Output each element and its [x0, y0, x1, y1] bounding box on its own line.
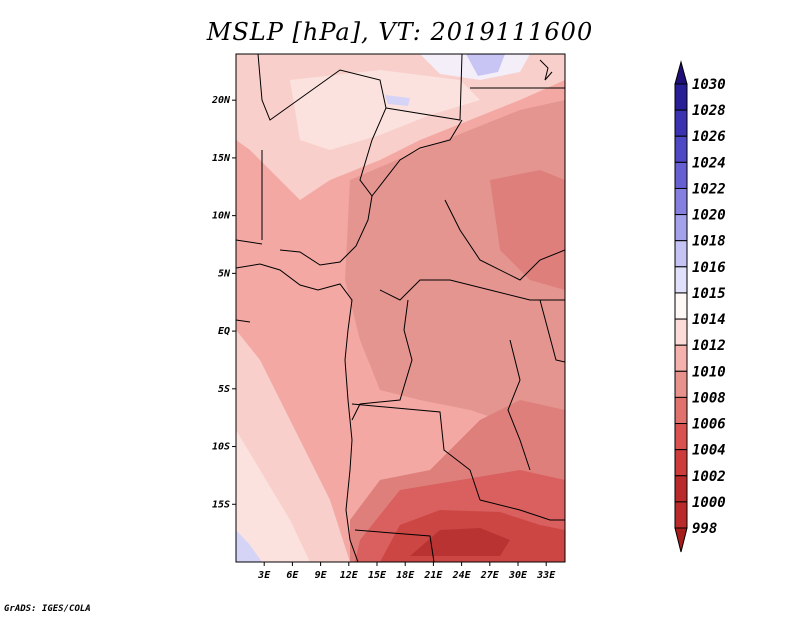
lat-tick-label: 5S	[218, 384, 230, 395]
colorbar: 1030 1028 1026 1024 1022 1020 1018 1016 1015 1014…	[674, 60, 726, 553]
colorbar-label: 1018	[692, 234, 726, 250]
pressure-field	[236, 54, 565, 562]
colorbar-segment	[674, 449, 688, 477]
colorbar-label: 1006	[692, 417, 726, 433]
border-car	[379, 279, 565, 301]
map-title: MSLP [hPa], VT: 2019111600	[206, 18, 594, 46]
border-drc-angola	[351, 403, 481, 501]
border-zambia	[479, 499, 565, 521]
colorbar-label: 1028	[692, 103, 726, 119]
coast-nile-delta	[539, 59, 553, 81]
colorbar-segment	[674, 370, 688, 398]
border-libya	[385, 54, 463, 121]
border-sahel	[257, 54, 387, 266]
colorbar-label: 1000	[692, 495, 726, 511]
colorbar-segment	[674, 396, 688, 425]
colorbar-segment	[674, 266, 688, 294]
lon-tick-label: 24E	[452, 570, 472, 581]
colorbar-label: 1020	[692, 208, 726, 224]
border-sudan	[444, 199, 565, 281]
lon-tick-label: 6E	[286, 570, 299, 581]
lat-tick-label: EQ	[218, 326, 230, 337]
lon-tick-label: 18E	[396, 570, 415, 581]
colorbar-label: 1010	[692, 364, 726, 380]
field-1016-north	[466, 54, 505, 76]
colorbar-label: 1030	[692, 77, 726, 93]
border-coast-west	[236, 150, 263, 323]
borders	[236, 54, 565, 562]
lon-tick-label: 30E	[508, 570, 528, 581]
field-1006-east	[490, 170, 565, 290]
lon-tick-label: 9E	[315, 570, 328, 581]
border-east-lakes	[507, 339, 531, 471]
colorbar-label: 1026	[692, 129, 726, 145]
colorbar-label: 1024	[692, 155, 726, 171]
lat-tick-label: 5N	[218, 268, 231, 279]
lon-tick-label: 21E	[423, 570, 443, 581]
lat-tick-label: 15N	[212, 153, 231, 164]
colorbar-label: 1015	[692, 286, 726, 302]
latitude-axis: 20N 15N 10N 5N EQ 5S 10S 15S	[211, 95, 236, 510]
colorbar-segment	[674, 214, 688, 242]
colorbar-label: 1002	[692, 469, 726, 485]
lat-tick-label: 10S	[212, 442, 230, 453]
colorbar-label: 1004	[692, 443, 726, 459]
field-1014-west	[236, 430, 310, 562]
coastline-west	[236, 263, 359, 562]
colorbar-segment	[674, 187, 688, 216]
colorbar-bottom-arrow	[674, 527, 688, 553]
field-1016-southwest	[236, 530, 262, 562]
border-chad-sudan	[371, 119, 463, 197]
lon-tick-label: 15E	[368, 570, 387, 581]
colorbar-segment	[674, 135, 688, 163]
colorbar-segment	[674, 292, 688, 320]
colorbar-segment	[674, 475, 688, 503]
map-frame	[235, 53, 566, 563]
colorbar-top-arrow	[674, 60, 688, 85]
colorbar-label: 998	[692, 521, 717, 537]
lon-tick-label: 33E	[536, 570, 556, 581]
field-1000	[410, 528, 510, 556]
colorbar-label: 1014	[692, 312, 726, 328]
border-namibia	[354, 529, 435, 562]
colorbar-label: 1016	[692, 260, 726, 276]
colorbar-label: 1022	[692, 181, 726, 197]
colorbar-segment	[674, 318, 688, 346]
colorbar-segment	[674, 501, 688, 529]
lon-tick-label: 12E	[340, 570, 359, 581]
border-lake-victoria	[539, 299, 565, 363]
lat-tick-label: 20N	[211, 95, 231, 106]
lon-tick-label: 3E	[257, 570, 271, 581]
colorbar-segment	[674, 344, 688, 372]
colorbar-label: 1012	[692, 338, 726, 354]
colorbar-label: 1008	[692, 390, 726, 406]
lon-tick-label: 27E	[480, 570, 500, 581]
colorbar-segment	[674, 423, 688, 451]
lat-tick-label: 15S	[212, 499, 230, 510]
credit-text: GrADS: IGES/COLA	[4, 604, 91, 614]
longitude-axis: 3E 6E 9E 12E 15E 18E 21E 24E 27E 30E 33E	[257, 562, 556, 581]
colorbar-segment	[674, 240, 688, 268]
colorbar-segment	[674, 83, 688, 111]
colorbar-segment	[674, 109, 688, 137]
lat-tick-label: 10N	[212, 211, 231, 222]
colorbar-segment	[674, 161, 688, 189]
border-congo	[351, 299, 413, 421]
field-1016-sahara	[385, 95, 410, 106]
